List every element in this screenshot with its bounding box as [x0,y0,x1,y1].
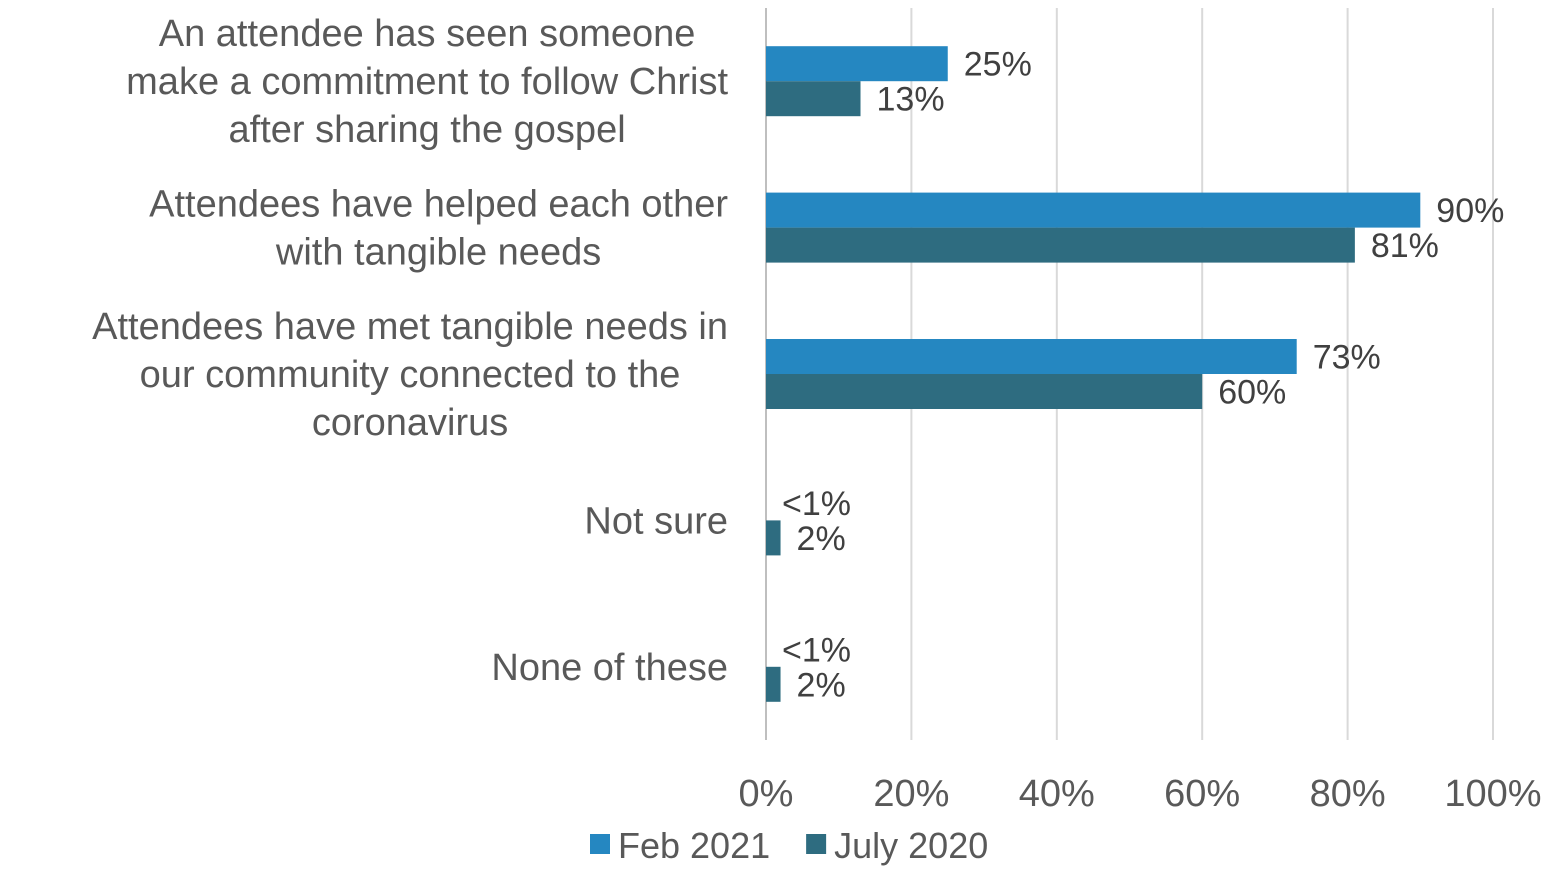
bar-feb-2021 [766,192,1421,228]
legend-label: July 2020 [834,825,988,866]
bar-feb-2021 [766,339,1297,374]
x-axis-tick-labels: 0% 20% 40% 60% 80% 100% [739,773,1542,815]
category-label: Attendees have helped each other with tan… [149,184,728,274]
data-label: <1% [782,631,851,669]
data-label: <1% [782,485,851,523]
data-labels: 25%13%90%81%73%60%<1%2%<1%2% [782,46,1504,705]
bar-july-2020 [766,227,1355,263]
category-label: Attendees have met tangible needs in our … [92,306,728,444]
data-label: 13% [877,81,945,119]
category-labels: An attendee has seen someone make a commi… [92,13,728,689]
category-label: Not sure [584,500,728,542]
tick-label: 80% [1310,773,1386,815]
bar-july-2020 [766,81,861,117]
data-label: 2% [797,666,846,704]
data-label: 60% [1218,374,1286,412]
legend-swatch [590,834,610,854]
bar-july-2020 [766,374,1203,409]
tick-label: 0% [739,773,794,815]
category-label: None of these [491,647,728,689]
data-label: 25% [964,46,1032,84]
tick-label: 20% [873,773,949,815]
data-label: 90% [1436,192,1504,230]
legend-swatch [806,834,827,854]
data-label: 73% [1313,339,1381,377]
data-label: 2% [797,520,846,558]
bars [766,46,1421,702]
bar-july-2020 [766,666,781,702]
tick-label: 100% [1444,773,1541,815]
tick-label: 40% [1019,773,1095,815]
category-label: An attendee has seen someone make a commi… [126,13,728,151]
legend-label: Feb 2021 [618,825,770,866]
tick-label: 60% [1164,773,1240,815]
bar-july-2020 [766,520,781,556]
data-label: 81% [1371,227,1439,265]
bar-feb-2021 [766,46,948,82]
legend: Feb 2021 July 2020 [590,825,988,866]
